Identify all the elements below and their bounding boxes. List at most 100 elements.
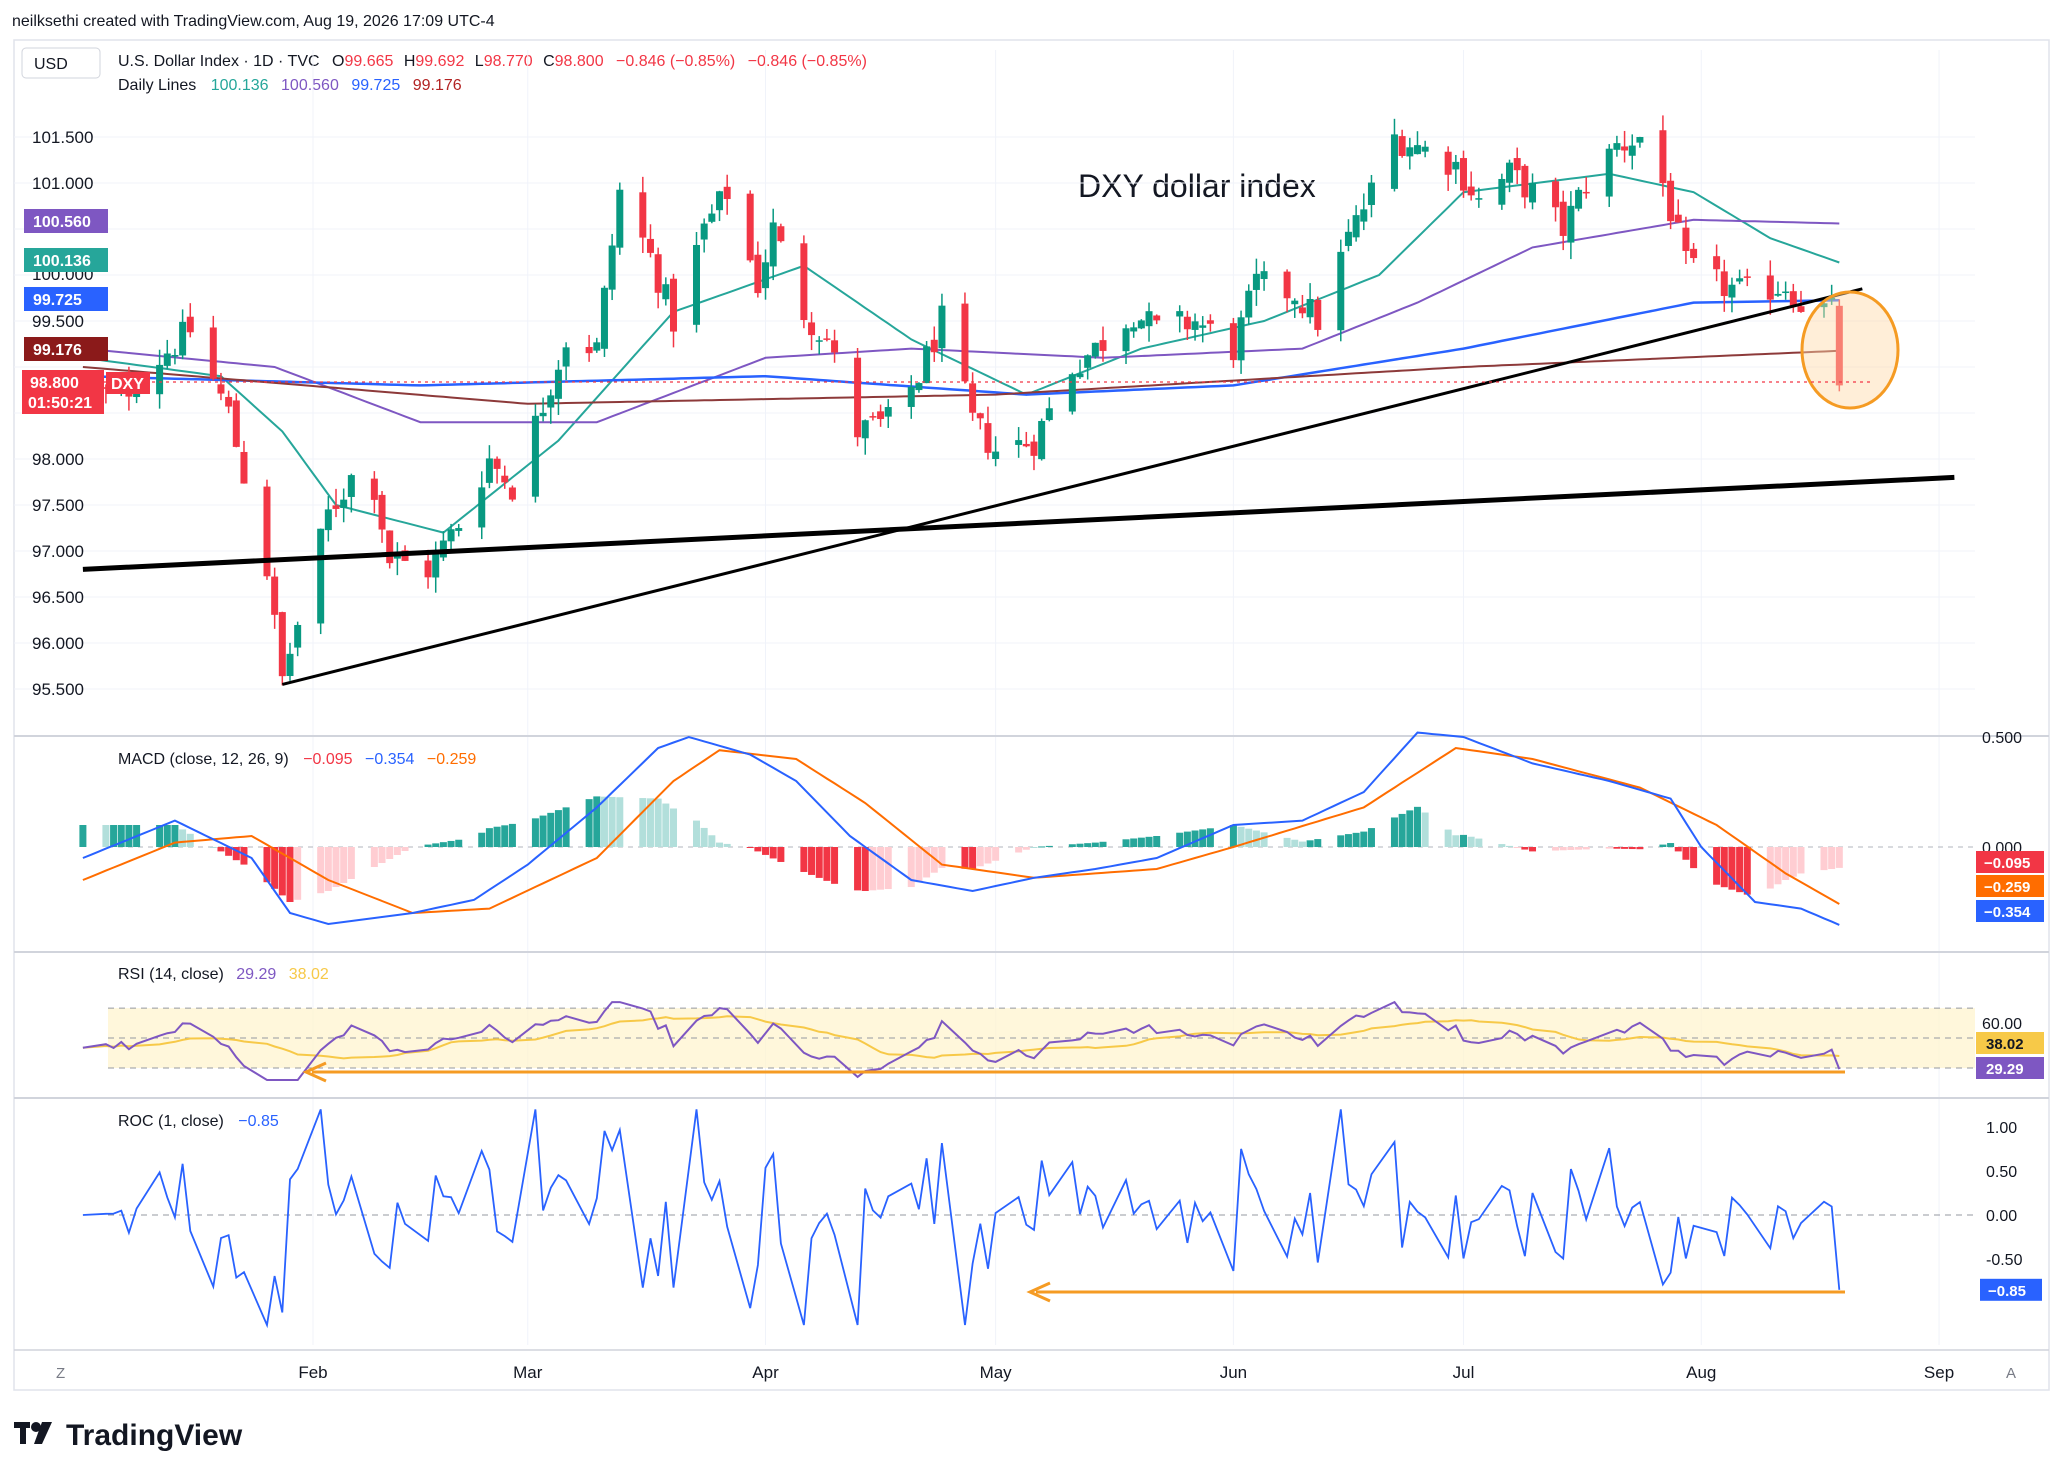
price-tag: [24, 248, 108, 272]
candle: [854, 357, 862, 438]
histogram-bar: [585, 799, 593, 847]
histogram-bar: [723, 843, 731, 847]
candle: [1153, 315, 1161, 321]
candle: [217, 384, 225, 394]
macd-legend: MACD (close, 12, 26, 9) −0.095 −0.354 −0…: [118, 751, 476, 768]
candle: [808, 322, 816, 336]
histogram-bar: [1022, 847, 1030, 850]
candle: [669, 278, 677, 332]
histogram-bar: [386, 847, 394, 859]
histogram-bar: [815, 847, 823, 878]
currency-button[interactable]: USD: [21, 47, 101, 79]
candle: [1076, 373, 1084, 378]
price-tag: [24, 209, 108, 233]
candle: [439, 540, 447, 558]
histogram-bar: [1682, 847, 1690, 860]
x-tick-label: Apr: [752, 1363, 779, 1382]
candle: [1413, 145, 1421, 155]
candle: [332, 505, 340, 509]
histogram-bar: [171, 825, 179, 847]
roc-line: [82, 1109, 1841, 1329]
trendline: [82, 474, 1955, 572]
histogram-bar: [209, 847, 217, 848]
candle: [493, 458, 501, 469]
candle: [1183, 316, 1191, 330]
candle: [693, 244, 700, 325]
histogram-bar: [1030, 847, 1038, 848]
candle: [1728, 284, 1736, 298]
time-axis[interactable]: Feb Mar Apr May Jun Jul Aug Sep: [298, 1363, 1954, 1382]
candle: [1605, 148, 1613, 197]
histogram-bar: [754, 847, 762, 852]
timezone-button[interactable]: Z: [56, 1365, 65, 1382]
macd-value-tag: [1976, 851, 2044, 873]
histogram-bar: [746, 847, 754, 848]
candle: [1237, 317, 1245, 361]
histogram-bar: [1567, 847, 1575, 850]
candle: [1352, 215, 1360, 238]
histogram-bar: [869, 847, 877, 891]
histogram-bar: [1045, 845, 1053, 847]
candle: [1720, 271, 1728, 297]
candle: [1137, 320, 1145, 329]
candle: [1529, 182, 1537, 203]
candle: [1337, 251, 1345, 331]
histogram-bar: [1444, 829, 1452, 847]
highlight-circle[interactable]: [1800, 290, 1900, 410]
histogram-bar: [347, 847, 355, 879]
price-tag-label: 99.176: [33, 342, 82, 359]
candle: [1659, 130, 1667, 184]
roc-pane: 1.00 0.50 0.00 -0.50 −0.85: [82, 1109, 2042, 1329]
histogram-bar: [401, 847, 409, 851]
candle: [1621, 146, 1629, 151]
tradingview-logo[interactable]: TradingView: [14, 1419, 243, 1452]
price-tag-label: 99.725: [33, 292, 82, 309]
histogram-bar: [1360, 831, 1368, 847]
candle: [938, 305, 946, 349]
histogram-bar: [424, 844, 432, 847]
candle: [424, 560, 432, 578]
y-tick-label: 99.500: [32, 312, 84, 331]
candle: [317, 528, 325, 624]
histogram-bar: [1153, 836, 1161, 847]
histogram-bar: [1091, 842, 1099, 847]
histogram-bar: [639, 798, 647, 847]
candle: [1498, 178, 1506, 205]
histogram-bar: [1337, 835, 1345, 847]
histogram-bar: [340, 847, 348, 883]
candle: [1360, 209, 1368, 222]
histogram-bar: [478, 832, 486, 847]
histogram-bar: [1713, 847, 1721, 885]
candle: [616, 189, 624, 248]
histogram-bar: [1191, 830, 1199, 847]
candle: [539, 412, 547, 417]
candle: [869, 416, 877, 418]
histogram-bar: [1521, 847, 1529, 850]
trendlines[interactable]: [82, 287, 1955, 686]
auto-scale-button[interactable]: A: [2006, 1365, 2016, 1382]
candle: [478, 487, 486, 528]
candle: [585, 346, 593, 354]
candle: [762, 262, 770, 289]
x-tick-label: Jun: [1220, 1363, 1247, 1382]
histogram-bar: [1245, 828, 1253, 847]
candle: [1252, 273, 1260, 290]
histogram-bar: [1015, 847, 1023, 853]
candle: [179, 321, 187, 356]
main-grid: [14, 50, 1975, 1345]
histogram-bar: [854, 847, 862, 891]
histogram-bar: [240, 847, 248, 865]
histogram-bar: [1398, 813, 1406, 847]
histogram-bar: [593, 796, 601, 847]
histogram-bar: [1367, 828, 1375, 847]
candle: [1828, 297, 1836, 300]
histogram-bar: [332, 847, 340, 887]
candle: [156, 364, 164, 395]
histogram-bar: [762, 847, 770, 855]
candle: [1774, 293, 1782, 296]
candle: [1306, 298, 1314, 318]
candle: [447, 529, 455, 542]
histogram-bar: [938, 847, 946, 868]
candle: [1191, 321, 1199, 330]
